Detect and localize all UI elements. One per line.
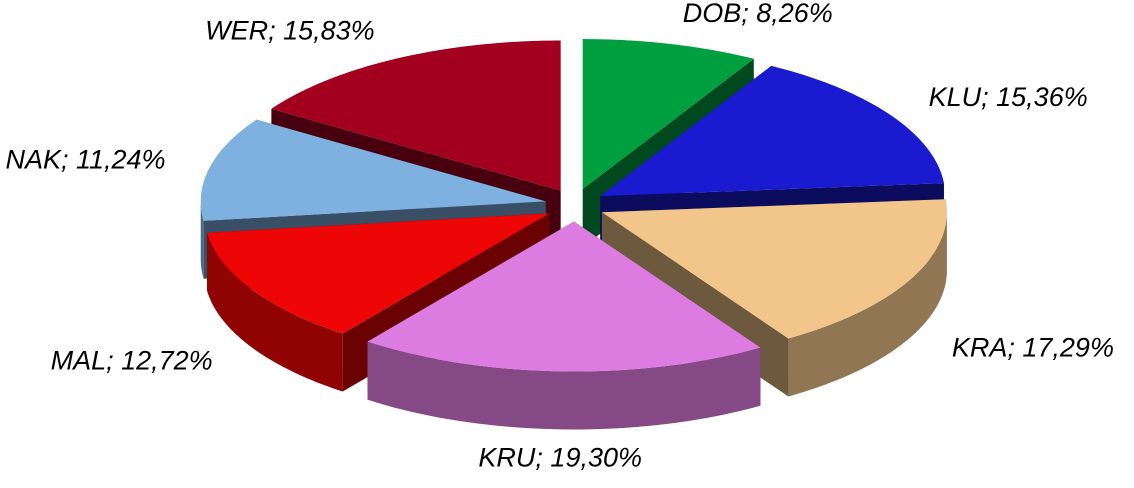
- slice: [207, 213, 550, 334]
- data-label: DOB; 8,26%: [683, 0, 833, 28]
- slice: [601, 199, 947, 339]
- slice: [200, 119, 546, 221]
- slice-side: [788, 212, 947, 397]
- slice-side: [367, 341, 761, 430]
- slice: [271, 40, 561, 191]
- slice: [600, 65, 944, 197]
- slice-side: [200, 201, 204, 279]
- data-label: KRU; 19,30%: [478, 443, 642, 473]
- data-label: NAK; 11,24%: [5, 145, 165, 175]
- slice: [582, 39, 754, 190]
- data-label: KLU; 15,36%: [929, 82, 1088, 112]
- data-label: MAL; 12,72%: [51, 345, 213, 375]
- slice: [367, 221, 761, 372]
- data-label: WER; 15,83%: [205, 15, 375, 45]
- slice-side: [207, 232, 343, 392]
- data-label: KRA; 17,29%: [952, 333, 1114, 363]
